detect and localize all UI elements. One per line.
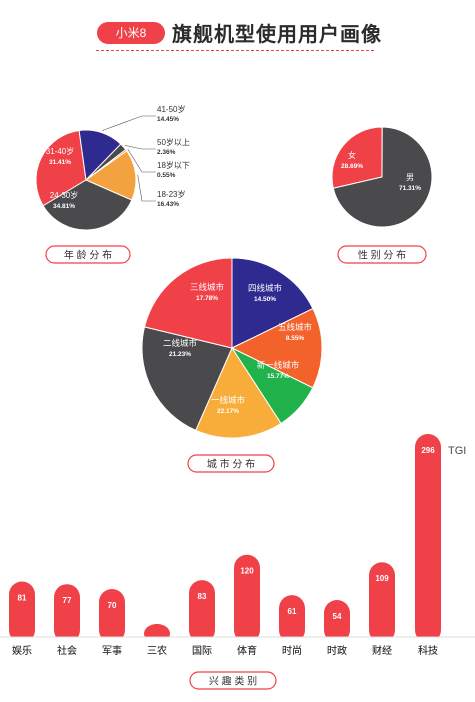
interest-bar-7 bbox=[324, 599, 350, 643]
city-value-5: 21.23% bbox=[169, 351, 191, 358]
interest-category-label-7: 时政 bbox=[327, 644, 347, 657]
interest-category-label-8: 财经 bbox=[372, 644, 392, 657]
gender-value-0: 28.69% bbox=[341, 163, 363, 170]
interest-category-label-4: 国际 bbox=[192, 645, 212, 657]
city-label-4: 一线城市 bbox=[211, 395, 246, 405]
age-label-0: 31-40岁 bbox=[46, 146, 74, 156]
city-value-4: 22.17% bbox=[217, 408, 239, 415]
interest-category-label-2: 军事 bbox=[102, 644, 122, 657]
interest-category-2: 军事 bbox=[102, 644, 122, 657]
gender-title: 性 别 分 布 bbox=[358, 249, 406, 262]
age-label-2: 50岁以上 bbox=[157, 137, 190, 147]
interest-category-6: 时尚 bbox=[282, 644, 302, 657]
interest-value-1: 77 bbox=[63, 596, 72, 605]
age-pill bbox=[45, 245, 131, 264]
age-slice-4 bbox=[84, 150, 137, 201]
city-label-1: 四线城市 bbox=[248, 283, 283, 293]
city-slice-4 bbox=[141, 326, 233, 432]
age-value-0: 31.41% bbox=[49, 159, 71, 166]
age-label-3: 18岁以下 bbox=[157, 160, 190, 170]
city-value-1: 14.50% bbox=[254, 296, 276, 303]
interest-bar-0 bbox=[9, 581, 35, 643]
model-badge: 小米8 bbox=[97, 22, 165, 44]
page-title: 旗舰机型使用用户画像 bbox=[172, 24, 382, 46]
interest-category-1: 社会 bbox=[57, 644, 77, 657]
gender-label-0: 女 bbox=[348, 150, 356, 160]
city-value-2: 8.55% bbox=[286, 335, 305, 342]
age-slice-5 bbox=[42, 179, 133, 231]
city-slice-0 bbox=[231, 257, 314, 349]
age-title: 年 龄 分 布 bbox=[64, 249, 112, 262]
age-leader-4 bbox=[137, 174, 156, 202]
interest-bar-8 bbox=[369, 562, 395, 643]
gender-value-1: 71.31% bbox=[399, 185, 421, 192]
interest-base-mask bbox=[0, 637, 475, 646]
interest-category-4: 国际 bbox=[192, 645, 212, 657]
city-value-3: 15.77% bbox=[267, 373, 289, 380]
gender-label-1: 男 bbox=[406, 173, 414, 182]
city-slice-3 bbox=[195, 346, 282, 439]
interest-category-label-6: 时尚 bbox=[282, 644, 302, 657]
interest-category-5: 体育 bbox=[237, 644, 257, 657]
interest-pill bbox=[189, 671, 277, 690]
age-value-4: 16.43% bbox=[157, 201, 179, 208]
age-label-5: 24-30岁 bbox=[50, 190, 78, 200]
age-leader-3 bbox=[127, 148, 156, 173]
title-divider bbox=[96, 50, 374, 51]
interest-value-5: 120 bbox=[240, 567, 254, 576]
interest-value-0: 81 bbox=[18, 593, 27, 602]
age-value-5: 34.81% bbox=[53, 203, 75, 210]
tgi-label: TGI bbox=[448, 445, 467, 457]
interest-category-label-9: 科技 bbox=[418, 644, 438, 657]
city-label-2: 五线城市 bbox=[278, 322, 313, 332]
interest-bar-1 bbox=[54, 584, 80, 643]
interest-category-8: 财经 bbox=[372, 644, 392, 657]
age-label-4: 18-23岁 bbox=[157, 189, 185, 199]
interest-value-6: 61 bbox=[288, 607, 297, 616]
age-leader-1 bbox=[101, 115, 156, 131]
age-label-1: 41-50岁 bbox=[157, 104, 185, 114]
gender-slice-1 bbox=[332, 126, 433, 228]
interest-value-4: 83 bbox=[198, 592, 207, 601]
interest-category-7: 时政 bbox=[327, 644, 347, 657]
gender-pill bbox=[337, 245, 427, 264]
city-slice-5 bbox=[143, 257, 233, 349]
city-title: 城 市 分 布 bbox=[207, 458, 255, 471]
age-value-2: 2.36% bbox=[157, 149, 176, 156]
interest-category-label-5: 体育 bbox=[237, 644, 257, 657]
interest-category-label-0: 娱乐 bbox=[12, 644, 32, 657]
city-label-3: 新一线城市 bbox=[257, 360, 300, 370]
age-value-1: 14.45% bbox=[157, 116, 179, 123]
interest-bar-2 bbox=[99, 588, 125, 643]
interest-category-3: 三农 bbox=[147, 644, 167, 657]
interest-bar-6 bbox=[279, 595, 305, 643]
interest-bar-5 bbox=[234, 554, 260, 643]
interest-value-8: 109 bbox=[375, 574, 389, 583]
interest-value-9: 296 bbox=[421, 446, 435, 455]
city-pill bbox=[187, 454, 275, 473]
interest-bar-9 bbox=[415, 434, 441, 643]
city-value-0: 17.78% bbox=[196, 295, 218, 302]
age-value-3: 0.55% bbox=[157, 172, 176, 179]
interest-category-9: 科技 bbox=[418, 644, 438, 657]
city-label-0: 三线城市 bbox=[190, 282, 225, 292]
interest-value-7: 54 bbox=[333, 612, 342, 621]
city-label-5: 二线城市 bbox=[163, 338, 198, 348]
gender-slice-0 bbox=[331, 126, 383, 189]
interest-category-0: 娱乐 bbox=[12, 644, 32, 657]
city-slice-1 bbox=[230, 307, 323, 389]
interest-value-2: 70 bbox=[108, 601, 117, 610]
interest-category-label-3: 三农 bbox=[147, 644, 167, 657]
interest-title: 兴 趣 类 别 bbox=[209, 675, 257, 688]
age-leader-2 bbox=[124, 145, 156, 150]
interest-category-label-1: 社会 bbox=[57, 644, 77, 657]
interest-bar-4 bbox=[189, 580, 215, 643]
